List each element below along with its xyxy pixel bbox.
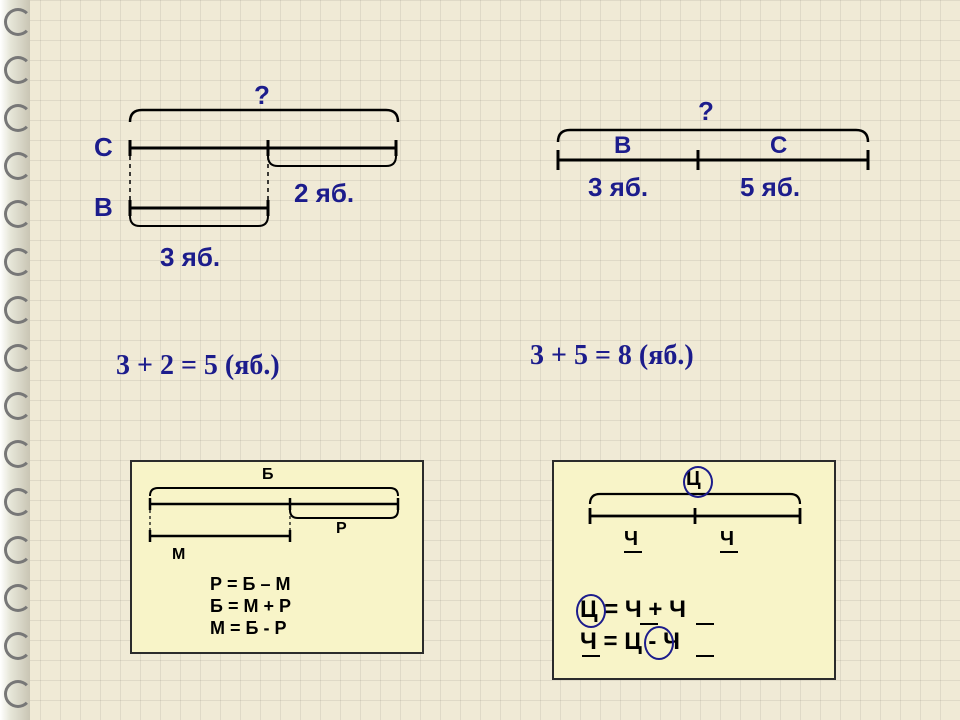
box-right-svg: [0, 0, 860, 700]
circle-eq1-C: [576, 594, 606, 628]
box-right-label-part-2: Ч: [720, 528, 734, 551]
box-right-label-part-1: Ч: [624, 528, 638, 551]
page-root: ? С В 2 яб. 3 яб. ? В С 3 яб. 5 яб. 3 + …: [0, 0, 960, 720]
circle-top-C: [683, 466, 713, 498]
circle-eq2-C: [644, 626, 674, 660]
